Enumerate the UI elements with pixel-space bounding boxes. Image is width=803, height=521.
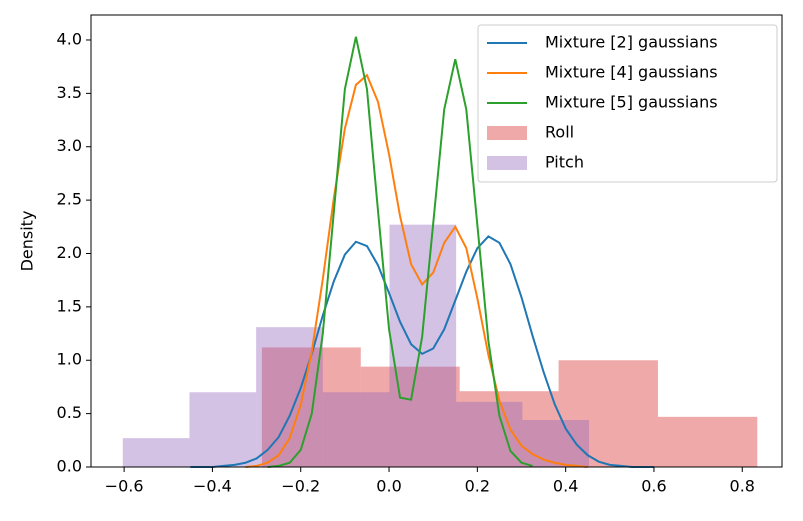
histogram-bar bbox=[389, 224, 457, 467]
y-tick-label: 2.5 bbox=[57, 190, 82, 209]
histogram-bar bbox=[261, 347, 361, 467]
y-tick-label: 2.0 bbox=[57, 243, 82, 262]
legend-swatch bbox=[487, 126, 527, 140]
line-series bbox=[190, 235, 654, 468]
histogram-bar bbox=[122, 438, 190, 467]
y-tick-label: 4.0 bbox=[57, 29, 82, 48]
y-tick-label: 3.0 bbox=[57, 136, 82, 155]
legend-label: Mixture [5] gaussians bbox=[545, 93, 718, 112]
y-tick-label: 0.5 bbox=[57, 403, 82, 422]
y-tick-label: 1.0 bbox=[57, 350, 82, 369]
y-tick-label: 3.5 bbox=[57, 83, 82, 102]
x-tick-label: 0.0 bbox=[376, 477, 401, 496]
histogram-bar bbox=[322, 392, 390, 467]
x-tick-label: 0.4 bbox=[553, 477, 578, 496]
legend: Mixture [2] gaussians Mixture [4] gaussia… bbox=[477, 24, 778, 183]
x-tick-label: −0.2 bbox=[281, 477, 320, 496]
histogram-bar bbox=[522, 420, 590, 467]
line-series bbox=[267, 36, 533, 468]
y-axis-label: Density bbox=[18, 211, 37, 272]
histogram-bar bbox=[558, 360, 658, 467]
x-tick-label: 0.8 bbox=[730, 477, 755, 496]
legend-frame bbox=[477, 24, 778, 183]
histogram-bar bbox=[459, 391, 559, 467]
legend-swatch bbox=[487, 156, 527, 170]
histogram-bar bbox=[657, 416, 758, 467]
x-tick-label: −0.6 bbox=[105, 477, 144, 496]
histogram-bar bbox=[360, 366, 460, 467]
x-tick-label: 0.6 bbox=[641, 477, 666, 496]
legend-label: Mixture [2] gaussians bbox=[545, 33, 718, 52]
legend-label: Roll bbox=[545, 123, 574, 142]
legend-label: Mixture [4] gaussians bbox=[545, 63, 718, 82]
y-tick-label: 0.0 bbox=[57, 457, 82, 476]
y-tick-label: 1.5 bbox=[57, 296, 82, 315]
line-series bbox=[245, 73, 588, 468]
histogram-bar bbox=[456, 401, 523, 467]
plot-frame bbox=[90, 14, 783, 468]
x-tick-label: −0.4 bbox=[193, 477, 232, 496]
histogram-bar bbox=[189, 392, 257, 467]
legend-label: Pitch bbox=[545, 153, 584, 172]
x-tick-label: 0.2 bbox=[465, 477, 490, 496]
